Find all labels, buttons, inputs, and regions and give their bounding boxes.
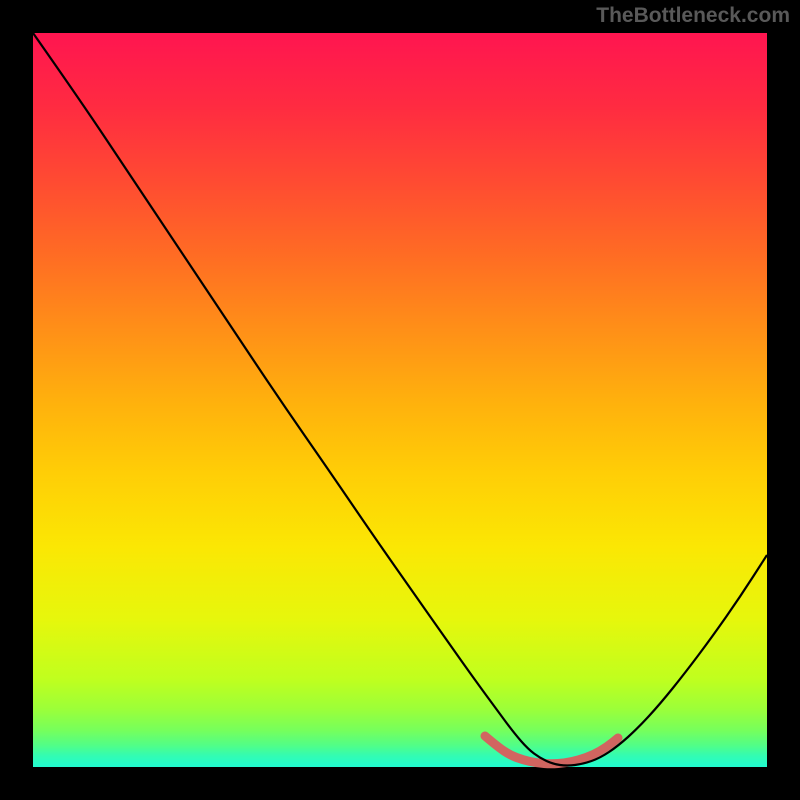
chart-container: TheBottleneck.com	[0, 0, 800, 800]
curve-layer	[0, 0, 800, 800]
watermark-text: TheBottleneck.com	[596, 4, 790, 28]
highlight-curve	[485, 736, 618, 764]
plot-area	[33, 33, 767, 767]
main-curve	[33, 33, 767, 766]
